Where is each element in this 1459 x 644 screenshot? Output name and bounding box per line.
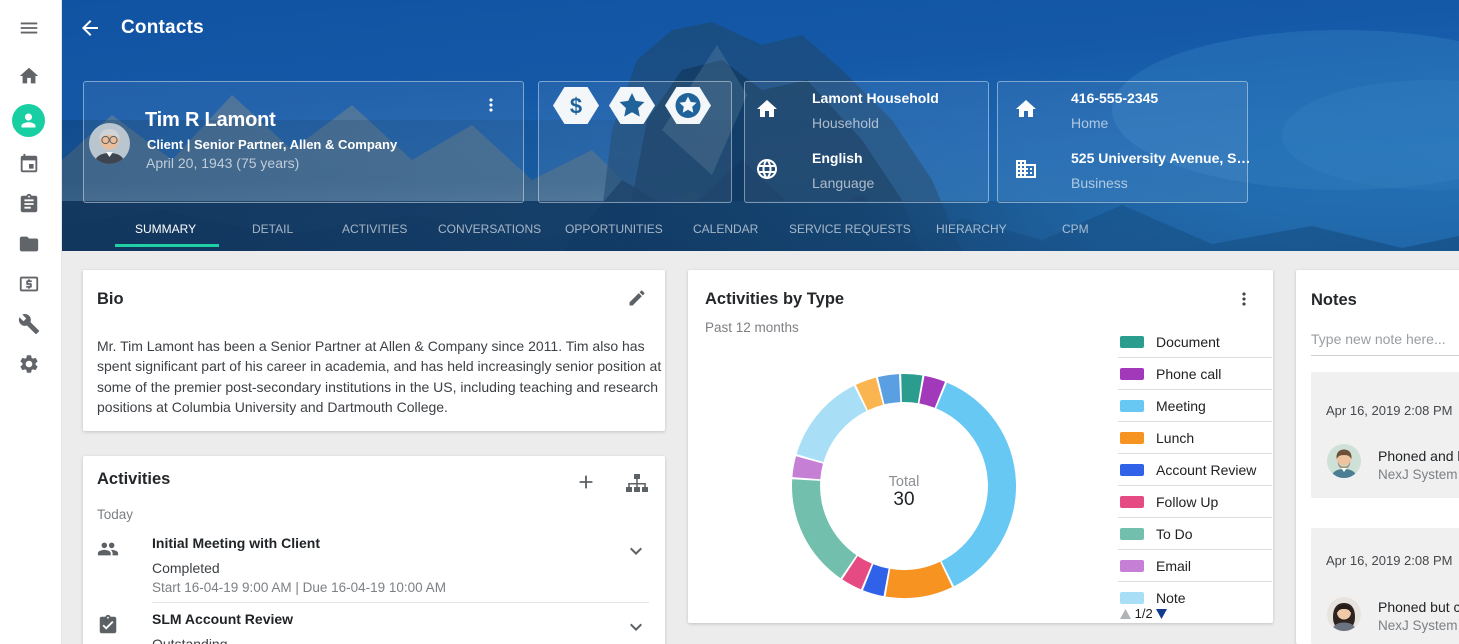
- svg-text:$: $: [570, 94, 582, 119]
